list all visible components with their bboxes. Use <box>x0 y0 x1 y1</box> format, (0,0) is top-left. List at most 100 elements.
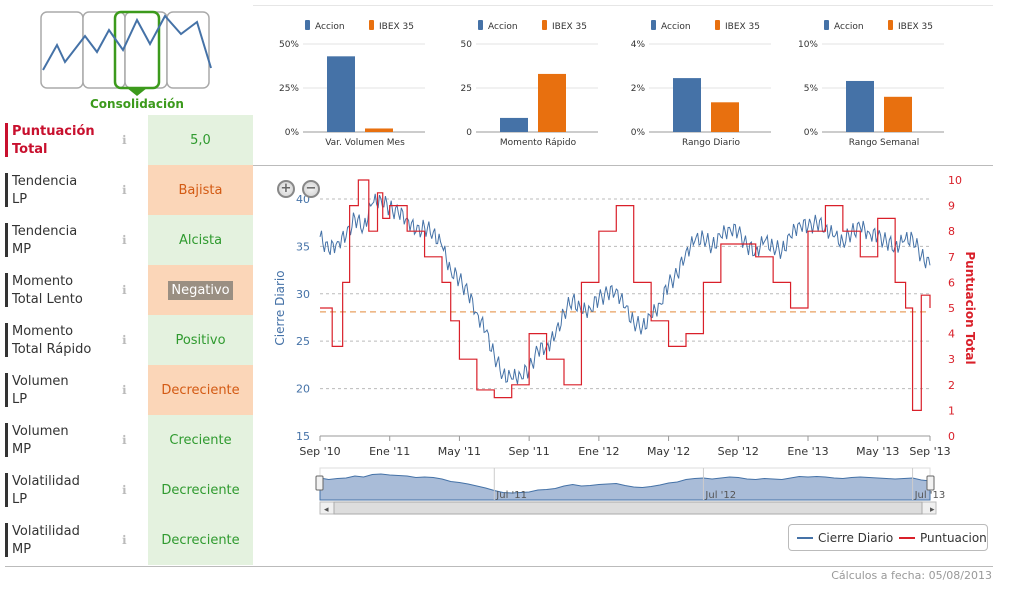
bottom-divider <box>5 566 993 567</box>
info-icon[interactable]: ℹ <box>122 233 127 247</box>
indicator-label-line1: Volumen <box>12 374 69 389</box>
indicator-value-cell: Decreciente <box>148 365 253 415</box>
legend-label: IBEX 35 <box>898 22 933 32</box>
y-tick-label: 0% <box>285 128 300 138</box>
legend-label: IBEX 35 <box>725 22 760 32</box>
bar-accion <box>673 78 701 132</box>
indicator-value-cell: Creciente <box>148 415 253 465</box>
indicator-marker <box>5 423 8 457</box>
zoom-in-icon[interactable]: + <box>277 180 295 198</box>
indicator-label-line2: LP <box>12 392 28 407</box>
indicator-label-cell: Momento Total Lento ℹ <box>5 265 148 315</box>
mini-chart-3: Accion IBEX 35 10% 5% 0% Rango Semanal <box>798 20 944 148</box>
indicator-label-line1: Momento <box>12 324 74 339</box>
y-right-tick-label: 6 <box>948 276 955 289</box>
legend-label: IBEX 35 <box>379 22 414 32</box>
indicator-row: Volatilidad LP ℹ Decreciente <box>5 465 253 515</box>
indicator-value: Alcista <box>178 232 223 248</box>
legend-item-price[interactable]: Cierre Diario <box>797 531 893 545</box>
mini-chart-title: Var. Volumen Mes <box>325 138 405 148</box>
scroll-left-icon[interactable]: ◂ <box>324 505 329 515</box>
score-total-label-cell: Puntuación Total ℹ <box>5 115 148 165</box>
pattern-label: Consolidación <box>90 97 184 111</box>
indicator-marker <box>5 173 8 207</box>
mini-chart-2: Accion IBEX 35 4% 2% 0% Rango Diario <box>631 20 771 148</box>
navigator-series <box>319 473 931 501</box>
legend-label-score: Puntuacion <box>920 531 987 545</box>
indicator-label-line1: Volatilidad <box>12 474 80 489</box>
indicator-label: Volatilidad MP <box>12 523 80 559</box>
legend-swatch <box>305 20 310 30</box>
info-icon[interactable]: ℹ <box>122 433 127 447</box>
x-tick-label: Sep '12 <box>718 445 759 458</box>
navigator-handle-left[interactable] <box>315 475 324 491</box>
zoom-out-icon[interactable]: − <box>302 180 320 198</box>
scrollbar-thumb[interactable] <box>333 501 923 515</box>
y-right-tick-label: 7 <box>948 251 955 264</box>
x-tick-label: Ene '11 <box>369 445 410 458</box>
indicator-label-line2: LP <box>12 192 28 207</box>
scroll-right-icon[interactable]: ▸ <box>930 505 935 515</box>
score-total-row: Puntuación Total ℹ 5,0 <box>5 115 253 165</box>
y-right-tick-label: 8 <box>948 225 955 238</box>
indicator-label-cell: Tendencia MP ℹ <box>5 215 148 265</box>
indicator-label-line1: Momento <box>12 274 74 289</box>
consolidation-pattern-icon <box>40 10 212 96</box>
indicator-label: Momento Total Rápido <box>12 323 91 359</box>
y-tick-label: 35 <box>296 240 310 253</box>
mini-chart-1: Accion IBEX 35 50 25 0 Momento Rápido <box>461 20 598 148</box>
indicator-row: Volatilidad MP ℹ Decreciente <box>5 515 253 565</box>
x-tick-label: May '11 <box>438 445 481 458</box>
legend-line-score <box>899 537 915 539</box>
legend-swatch <box>715 20 720 30</box>
info-icon[interactable]: ℹ <box>122 283 127 297</box>
score-total-value: 5,0 <box>148 115 253 165</box>
score-total-marker <box>5 123 8 157</box>
indicator-label-line1: Volumen <box>12 424 69 439</box>
indicator-label-line1: Tendencia <box>12 174 78 189</box>
y-tick-label: 0% <box>804 128 819 138</box>
y-tick-label: 5% <box>804 84 819 94</box>
indicator-label-cell: Volumen LP ℹ <box>5 365 148 415</box>
indicator-label-cell: Momento Total Rápido ℹ <box>5 315 148 365</box>
indicator-value-cell: Negativo <box>148 265 253 315</box>
indicator-value-cell: Positivo <box>148 315 253 365</box>
section-divider <box>253 165 993 166</box>
y-tick-label: 10% <box>798 40 818 50</box>
navigator-label: Jul '13 <box>914 490 946 501</box>
bar-ibex-35 <box>711 102 739 132</box>
indicator-value: Decreciente <box>161 482 240 498</box>
y-right-tick-label: 1 <box>948 404 955 417</box>
bar-ibex-35 <box>884 96 912 132</box>
indicator-label: Volatilidad LP <box>12 473 80 509</box>
indicator-marker <box>5 273 8 307</box>
y-tick-label: 50 <box>461 40 473 50</box>
info-icon[interactable]: ℹ <box>122 483 127 497</box>
info-icon[interactable]: ℹ <box>122 333 127 347</box>
indicator-label-line1: Volatilidad <box>12 524 80 539</box>
info-icon[interactable]: ℹ <box>122 383 127 397</box>
bar-ibex-35 <box>365 128 393 132</box>
legend-item-score[interactable]: Puntuacion <box>899 531 987 545</box>
navigator-label: Jul '11 <box>495 490 527 501</box>
indicator-label-line1: Tendencia <box>12 224 78 239</box>
indicator-label: Volumen LP <box>12 373 69 409</box>
legend-line-price <box>797 537 813 539</box>
indicator-label-cell: Volatilidad MP ℹ <box>5 515 148 565</box>
indicator-label: Tendencia LP <box>12 173 77 209</box>
navigator-handle-right[interactable] <box>926 475 935 491</box>
score-total-label: Puntuación Total <box>12 123 95 159</box>
x-tick-label: May '12 <box>647 445 690 458</box>
info-icon[interactable]: ℹ <box>122 533 127 547</box>
legend-swatch <box>651 20 656 30</box>
legend-swatch <box>369 20 374 30</box>
x-tick-label: Ene '12 <box>578 445 619 458</box>
indicator-value: Negativo <box>168 280 233 300</box>
y-tick-label: 15 <box>296 430 310 443</box>
info-icon[interactable]: ℹ <box>122 183 127 197</box>
indicator-label: Tendencia MP <box>12 223 77 259</box>
mini-chart-0: Accion IBEX 35 50% 25% 0% Var. Volumen Mes <box>279 20 425 148</box>
y-right-tick-label: 3 <box>948 353 955 366</box>
info-icon[interactable]: ℹ <box>122 133 127 147</box>
